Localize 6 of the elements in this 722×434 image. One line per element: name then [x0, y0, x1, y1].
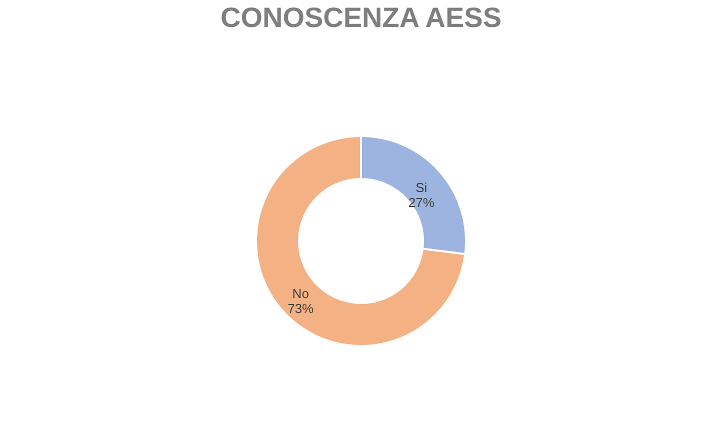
data-label: 27% — [408, 194, 435, 210]
slice-label: Si — [416, 180, 428, 195]
chart-title: CONOSCENZA AESS — [220, 2, 502, 33]
donut-slice — [255, 135, 466, 347]
slice-label: No — [292, 286, 309, 302]
data-label: 73% — [288, 301, 314, 316]
